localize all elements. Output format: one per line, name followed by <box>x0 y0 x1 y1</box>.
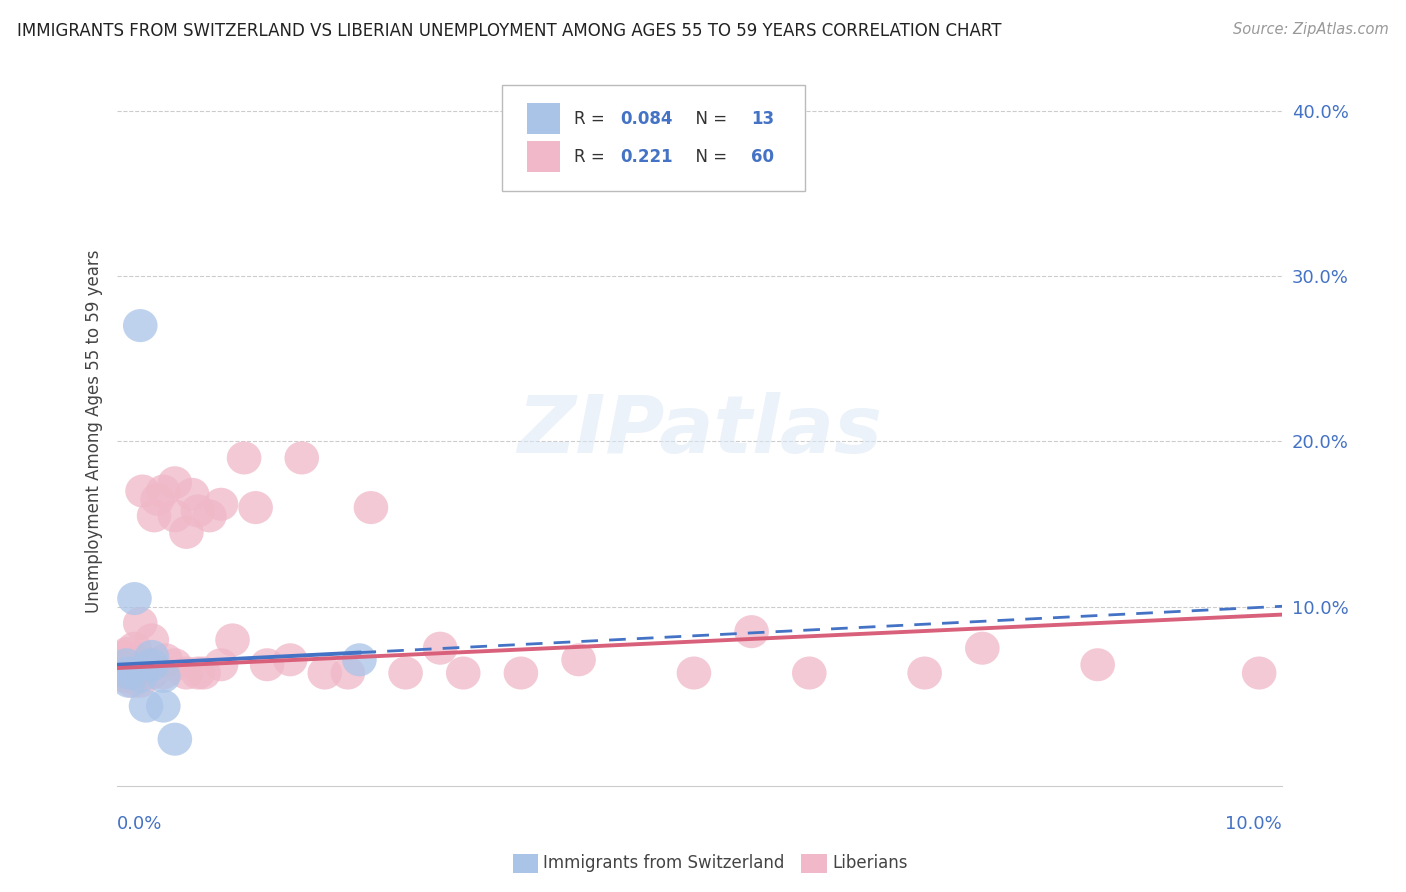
Y-axis label: Unemployment Among Ages 55 to 59 years: Unemployment Among Ages 55 to 59 years <box>86 250 103 613</box>
Ellipse shape <box>676 657 711 690</box>
Ellipse shape <box>284 442 319 475</box>
Ellipse shape <box>146 475 180 508</box>
Text: ZIPatlas: ZIPatlas <box>517 392 882 470</box>
Ellipse shape <box>108 660 142 693</box>
Ellipse shape <box>146 660 180 693</box>
Ellipse shape <box>423 632 457 665</box>
Ellipse shape <box>117 632 152 665</box>
Ellipse shape <box>157 723 193 756</box>
Bar <box>527 103 560 134</box>
Ellipse shape <box>104 643 139 676</box>
Text: Immigrants from Switzerland: Immigrants from Switzerland <box>543 855 785 872</box>
Ellipse shape <box>146 690 180 723</box>
Ellipse shape <box>180 657 215 690</box>
Ellipse shape <box>157 500 193 533</box>
Ellipse shape <box>215 624 250 657</box>
Ellipse shape <box>135 640 169 673</box>
Text: 60: 60 <box>751 148 773 166</box>
Text: 10.0%: 10.0% <box>1226 815 1282 833</box>
Ellipse shape <box>157 648 193 681</box>
Text: 0.0%: 0.0% <box>117 815 163 833</box>
Ellipse shape <box>111 665 146 698</box>
Ellipse shape <box>180 494 215 527</box>
Ellipse shape <box>111 643 146 676</box>
Ellipse shape <box>107 640 142 673</box>
Ellipse shape <box>1241 657 1277 690</box>
Ellipse shape <box>561 643 596 676</box>
Ellipse shape <box>122 660 157 693</box>
Text: 0.084: 0.084 <box>620 110 673 128</box>
Ellipse shape <box>115 665 149 698</box>
Ellipse shape <box>250 648 284 681</box>
Ellipse shape <box>187 657 221 690</box>
Ellipse shape <box>110 648 143 681</box>
Text: N =: N = <box>685 110 733 128</box>
Ellipse shape <box>273 643 308 676</box>
Ellipse shape <box>122 643 157 676</box>
Ellipse shape <box>169 516 204 549</box>
Ellipse shape <box>136 500 172 533</box>
Ellipse shape <box>122 309 157 343</box>
Ellipse shape <box>110 637 145 670</box>
Ellipse shape <box>734 615 769 648</box>
Text: Source: ZipAtlas.com: Source: ZipAtlas.com <box>1233 22 1389 37</box>
Ellipse shape <box>907 657 942 690</box>
Ellipse shape <box>121 657 155 690</box>
Ellipse shape <box>146 657 180 690</box>
Ellipse shape <box>135 657 169 690</box>
Ellipse shape <box>141 483 174 516</box>
Ellipse shape <box>238 491 273 524</box>
Ellipse shape <box>388 657 423 690</box>
Text: Liberians: Liberians <box>832 855 908 872</box>
Ellipse shape <box>193 500 226 533</box>
Ellipse shape <box>157 467 193 500</box>
Ellipse shape <box>503 657 538 690</box>
Ellipse shape <box>129 648 163 681</box>
Ellipse shape <box>135 624 169 657</box>
Ellipse shape <box>122 665 157 698</box>
Ellipse shape <box>122 653 157 686</box>
Text: IMMIGRANTS FROM SWITZERLAND VS LIBERIAN UNEMPLOYMENT AMONG AGES 55 TO 59 YEARS C: IMMIGRANTS FROM SWITZERLAND VS LIBERIAN … <box>17 22 1001 40</box>
Ellipse shape <box>1080 648 1115 681</box>
Ellipse shape <box>117 582 152 615</box>
Ellipse shape <box>174 478 209 511</box>
Ellipse shape <box>204 648 238 681</box>
Ellipse shape <box>169 657 204 690</box>
Ellipse shape <box>354 491 388 524</box>
Ellipse shape <box>114 653 149 686</box>
Ellipse shape <box>149 643 183 676</box>
Ellipse shape <box>117 648 152 681</box>
Ellipse shape <box>204 488 238 521</box>
Bar <box>527 141 560 172</box>
Text: R =: R = <box>574 148 610 166</box>
Text: 0.221: 0.221 <box>620 148 673 166</box>
Ellipse shape <box>110 648 143 681</box>
Text: R =: R = <box>574 110 610 128</box>
Ellipse shape <box>342 643 377 676</box>
Ellipse shape <box>105 653 141 686</box>
Ellipse shape <box>111 657 146 690</box>
Ellipse shape <box>446 657 481 690</box>
Ellipse shape <box>792 657 827 690</box>
Ellipse shape <box>122 607 157 640</box>
Ellipse shape <box>308 657 342 690</box>
Ellipse shape <box>330 657 366 690</box>
Ellipse shape <box>135 648 169 681</box>
Text: 13: 13 <box>751 110 775 128</box>
Ellipse shape <box>135 648 169 681</box>
Ellipse shape <box>111 657 146 690</box>
Ellipse shape <box>226 442 262 475</box>
Text: N =: N = <box>685 148 733 166</box>
Ellipse shape <box>129 690 163 723</box>
Ellipse shape <box>965 632 1000 665</box>
Ellipse shape <box>125 475 160 508</box>
FancyBboxPatch shape <box>502 85 804 191</box>
